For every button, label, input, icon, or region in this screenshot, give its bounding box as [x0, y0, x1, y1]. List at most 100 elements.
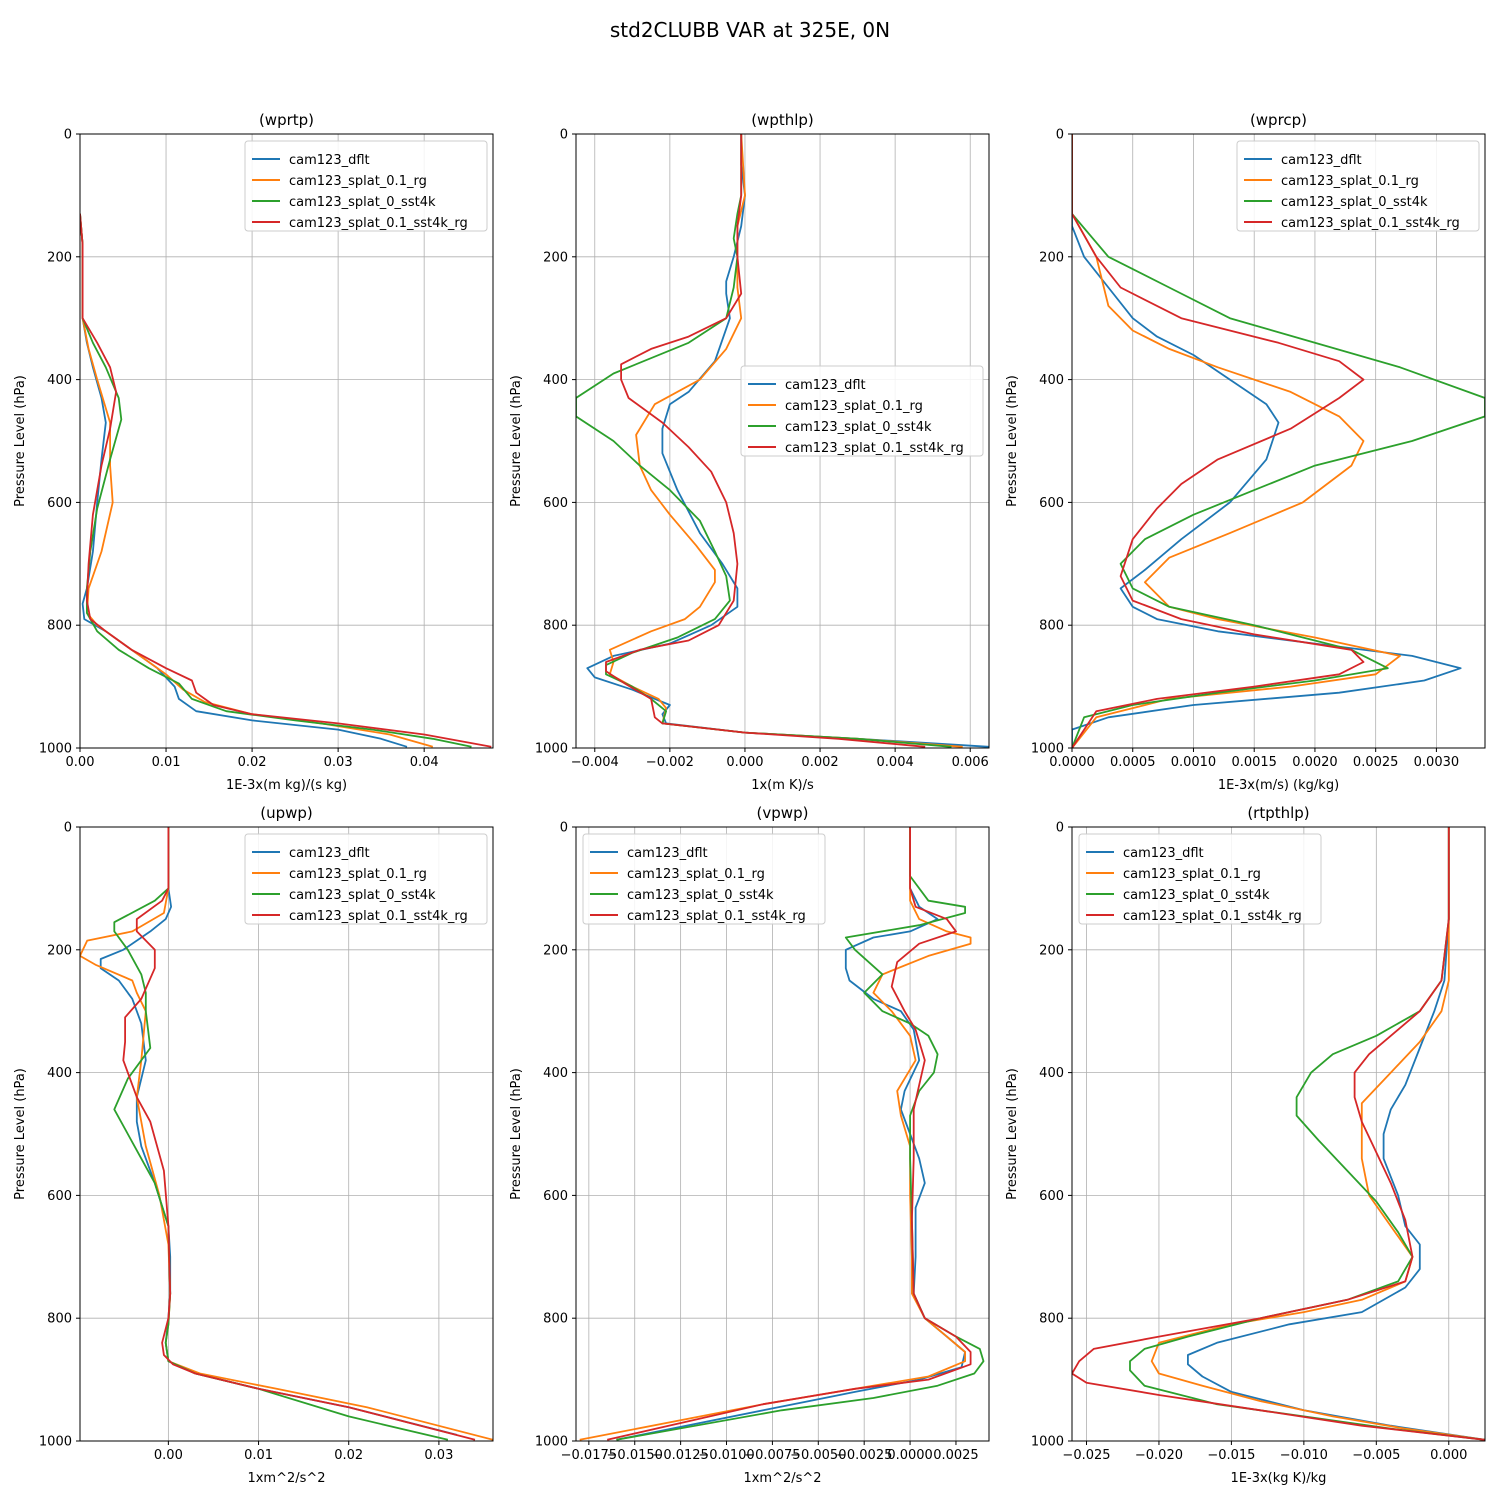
panel-upwp: 0.00 0.01 0.02 0.03 0 200 400 600 800 1000 (upwp) 1… [13, 804, 494, 1486]
axes-frame [1071, 826, 1486, 1442]
legend-label: cam123_splat_0_sst4k [785, 420, 932, 435]
legend-label: cam123_splat_0.1_sst4k_rg [785, 441, 964, 456]
legend: cam123_dflt cam123_splat_0.1_rg cam123_spl… [582, 833, 826, 925]
y-axis-label: Pressure Level (hPa) [1005, 1068, 1020, 1200]
y-axis-label: Pressure Level (hPa) [13, 1068, 28, 1200]
legend-box [1078, 833, 1322, 925]
legend-box [582, 833, 826, 925]
series-line-cam123_splat_0.1_rg [1072, 134, 1401, 748]
x-axis-label: 1xm^2/s^2 [247, 1471, 325, 1486]
y-tick-label: 200 [543, 943, 568, 958]
x-axis-label: 1E-3x(kg K)/kg [1231, 1471, 1327, 1486]
x-axis-label: 1x(m K)/s [751, 778, 814, 793]
series-line-cam123_splat_0.1_rg [579, 827, 972, 1441]
series-line-cam123_splat_0.1_sst4k_rg [605, 134, 926, 748]
x-tick-label: −0.0175 [561, 1448, 617, 1463]
series-line-cam123_splat_0.1_sst4k_rg [122, 827, 476, 1441]
x-tick-label: −0.004 [571, 755, 619, 770]
y-tick-label: 400 [543, 373, 568, 388]
y-tick-label: 600 [1039, 1189, 1064, 1204]
axes-frame [79, 826, 494, 1442]
x-tick-label: 0.01 [244, 1448, 273, 1463]
y-tick-label: 600 [47, 1189, 72, 1204]
axes-frame [1071, 133, 1486, 749]
legend-label: cam123_splat_0_sst4k [1123, 888, 1270, 903]
series-line-cam123_splat_0_sst4k [1072, 134, 1485, 748]
y-tick-label: 800 [47, 1312, 72, 1327]
y-tick-label: 1000 [1031, 1435, 1064, 1450]
figure-title: std2CLUBB VAR at 325E, 0N [610, 18, 890, 42]
panel-title: (wprcp) [1250, 111, 1307, 129]
y-tick-label: 0 [560, 821, 568, 836]
panel-title: (wpthlp) [751, 111, 814, 129]
x-axis-label: 1E-3x(m kg)/(s kg) [226, 778, 347, 793]
series-group [579, 827, 985, 1441]
series-line-cam123_splat_0_sst4k [616, 827, 985, 1441]
x-tick-label: 0.0000 [887, 1448, 933, 1463]
y-tick-label: 800 [1039, 1312, 1064, 1327]
x-tick-label: 0.0000 [1049, 755, 1095, 770]
legend-box [244, 140, 488, 232]
y-tick-label: 200 [47, 250, 72, 265]
x-tick-label: −0.0150 [607, 1448, 663, 1463]
axes-frame [575, 826, 990, 1442]
y-tick-label: 1000 [39, 742, 72, 757]
y-tick-label: 400 [543, 1066, 568, 1081]
y-tick-label: 0 [560, 128, 568, 143]
series-line-cam123_splat_0.1_sst4k_rg [1072, 134, 1365, 748]
legend-label: cam123_splat_0.1_rg [785, 399, 923, 414]
axes-frame [575, 133, 990, 749]
y-tick-label: 200 [543, 250, 568, 265]
legend-label: cam123_splat_0.1_sst4k_rg [1281, 216, 1460, 231]
x-tick-label: −0.0025 [836, 1448, 892, 1463]
x-tick-label: 0.002 [801, 755, 838, 770]
x-axis-label: 1E-3x(m/s) (kg/kg) [1218, 778, 1339, 793]
legend-label: cam123_splat_0_sst4k [289, 195, 436, 210]
x-tick-label: 0.000 [1430, 1448, 1467, 1463]
legend: cam123_dflt cam123_splat_0.1_rg cam123_spl… [1078, 833, 1322, 925]
x-tick-label: −0.025 [1062, 1448, 1110, 1463]
series-line-cam123_splat_0.1_sst4k_rg [1072, 827, 1485, 1441]
legend-label: cam123_dflt [785, 378, 866, 393]
legend-label: cam123_splat_0.1_sst4k_rg [289, 216, 468, 231]
legend-label: cam123_dflt [289, 846, 370, 861]
legend-label: cam123_dflt [289, 153, 370, 168]
series-group [80, 213, 492, 748]
y-tick-label: 400 [1039, 1066, 1064, 1081]
y-tick-label: 1000 [1031, 742, 1064, 757]
series-line-cam123_splat_0_sst4k [1129, 827, 1485, 1441]
y-axis-label: Pressure Level (hPa) [509, 375, 524, 507]
y-tick-label: 200 [1039, 250, 1064, 265]
y-tick-label: 1000 [535, 742, 568, 757]
y-tick-label: 0 [64, 128, 72, 143]
legend: cam123_dflt cam123_splat_0.1_rg cam123_spl… [740, 365, 984, 457]
legend-label: cam123_splat_0.1_rg [1123, 867, 1261, 882]
panel-wpthlp: −0.004 −0.002 0.000 0.002 0.004 0.006 0 200 400 6… [509, 111, 990, 793]
x-tick-label: 0.00 [66, 755, 95, 770]
series-group [1072, 827, 1485, 1441]
legend-label: cam123_splat_0.1_rg [1281, 174, 1419, 189]
y-tick-label: 0 [64, 821, 72, 836]
x-tick-label: −0.010 [1280, 1448, 1328, 1463]
y-tick-label: 0 [1056, 128, 1064, 143]
x-tick-label: −0.002 [646, 755, 694, 770]
y-tick-label: 1000 [39, 1435, 72, 1450]
panel-rtpthlp: −0.025 −0.020 −0.015 −0.010 −0.005 0.000 0 200 4… [1005, 804, 1486, 1486]
x-tick-label: 0.02 [334, 1448, 363, 1463]
y-tick-label: 800 [543, 619, 568, 634]
y-tick-label: 400 [1039, 373, 1064, 388]
legend-label: cam123_splat_0.1_sst4k_rg [627, 909, 806, 924]
x-tick-label: 0.04 [410, 755, 439, 770]
y-axis-label: Pressure Level (hPa) [509, 1068, 524, 1200]
x-tick-label: 0.0030 [1414, 755, 1460, 770]
x-tick-label: 0.0005 [1110, 755, 1156, 770]
y-tick-label: 200 [1039, 943, 1064, 958]
y-tick-label: 600 [543, 1189, 568, 1204]
x-tick-label: 0.03 [324, 755, 353, 770]
legend-label: cam123_splat_0_sst4k [627, 888, 774, 903]
y-axis-label: Pressure Level (hPa) [1005, 375, 1020, 507]
y-tick-label: 400 [47, 373, 72, 388]
x-tick-label: 0.000 [726, 755, 763, 770]
